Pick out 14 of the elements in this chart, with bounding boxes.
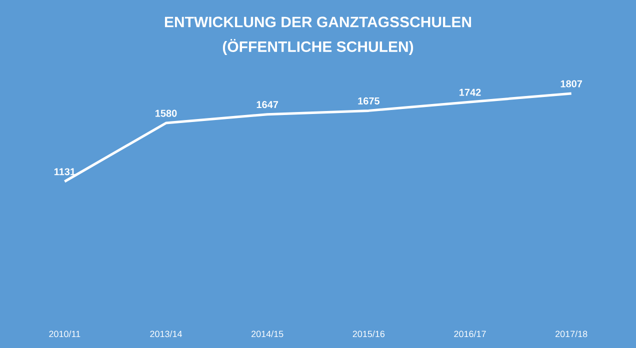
data-label: 1131 (54, 168, 76, 176)
data-label: 1742 (460, 88, 481, 96)
x-tick-label: 2013/14 (150, 330, 182, 338)
x-tick-label: 2010/11 (49, 330, 80, 338)
chart-title: ENTWICKLUNG DER GANZTAGSSCHULEN (164, 16, 472, 28)
data-label: 1580 (156, 110, 177, 117)
chart-subtitle: (ÖFFENTLICHE SCHULEN) (222, 39, 414, 55)
data-label: 1647 (256, 101, 278, 108)
x-tick-label: 2015/16 (352, 330, 385, 338)
data-label: 1807 (560, 80, 582, 88)
x-tick-label: 2014/15 (252, 330, 284, 338)
data-label: 1675 (358, 97, 380, 104)
x-tick-label: 2016/17 (454, 330, 486, 338)
x-tick-label: 2017/18 (556, 330, 588, 338)
